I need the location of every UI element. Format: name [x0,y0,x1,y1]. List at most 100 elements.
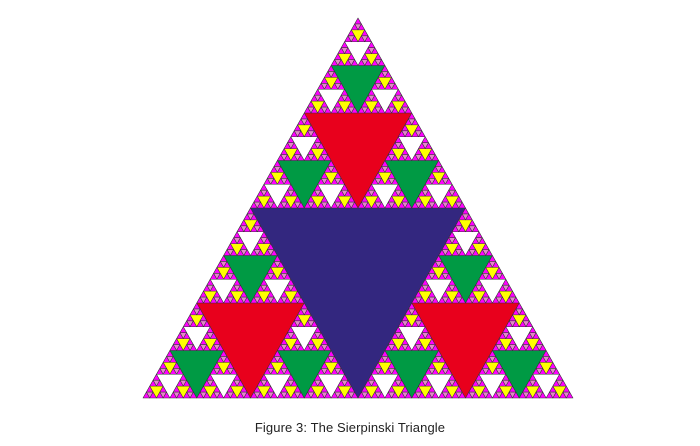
level-6-inverted-triangle [347,391,355,399]
level-6-inverted-triangle [293,296,302,304]
level-6-inverted-triangle [421,189,429,197]
level-6-inverted-triangle [367,47,376,54]
level-6-inverted-triangle [293,154,302,161]
level-6-inverted-triangle [280,368,288,375]
level-6-inverted-triangle [367,94,376,102]
level-6-inverted-triangle [481,391,490,399]
level-6-inverted-triangle [381,71,389,78]
level-6-inverted-triangle [320,344,329,351]
level-6-inverted-triangle [253,225,261,233]
level-6-inverted-triangle [367,379,376,387]
level-6-inverted-triangle [293,391,302,399]
level-6-inverted-triangle [172,344,181,351]
level-6-inverted-triangle [428,344,436,351]
level-6-inverted-triangle [287,189,295,197]
level-6-inverted-triangle [233,284,241,292]
level-6-inverted-triangle [226,273,234,280]
level-6-inverted-triangle [273,356,282,363]
level-6-inverted-triangle [280,391,288,399]
level-6-inverted-triangle [240,296,248,304]
level-6-inverted-triangle [199,320,208,328]
level-6-inverted-triangle [522,344,530,351]
level-6-inverted-triangle [488,356,497,363]
level-6-inverted-triangle [421,142,429,149]
level-6-inverted-triangle [340,94,349,102]
level-6-inverted-triangle [401,344,409,351]
level-6-inverted-triangle [340,189,349,197]
level-6-inverted-triangle [193,308,201,316]
level-6-inverted-triangle [475,237,483,244]
level-6-inverted-triangle [280,344,288,351]
level-6-inverted-triangle [327,356,335,363]
level-6-inverted-triangle [508,391,517,399]
level-6-inverted-triangle [199,344,208,351]
level-6-inverted-triangle [394,94,402,102]
level-6-inverted-triangle [266,391,275,399]
level-6-inverted-triangle [515,308,523,316]
level-6-inverted-triangle [159,391,167,399]
level-6-inverted-triangle [213,344,221,351]
level-6-inverted-triangle [307,391,315,399]
level-6-inverted-triangle [240,225,248,233]
level-6-inverted-triangle [394,142,402,149]
level-6-inverted-triangle [448,284,456,292]
level-6-inverted-triangle [307,106,315,114]
level-6-inverted-triangle [354,23,362,31]
level-6-inverted-triangle [414,130,423,138]
level-6-inverted-triangle [300,308,308,316]
level-6-inverted-triangle [307,154,315,161]
level-6-inverted-triangle [213,296,221,304]
level-6-inverted-triangle [213,273,221,280]
level-6-inverted-triangle [273,261,282,268]
level-6-inverted-triangle [475,379,483,387]
level-6-inverted-triangle [508,344,517,351]
level-6-inverted-triangle [320,83,329,90]
level-6-inverted-triangle [314,94,322,102]
level-6-inverted-triangle [502,332,510,339]
level-6-inverted-triangle [374,59,382,66]
level-6-inverted-triangle [361,106,369,114]
level-6-inverted-triangle [441,296,450,304]
level-6-inverted-triangle [441,201,450,209]
level-6-inverted-triangle [374,368,382,375]
level-6-inverted-triangle [226,368,234,375]
level-6-inverted-triangle [206,379,214,387]
level-6-inverted-triangle [387,106,396,114]
level-6-inverted-triangle [159,368,167,375]
level-6-inverted-triangle [287,142,295,149]
level-6-inverted-triangle [260,237,268,244]
level-6-inverted-triangle [334,83,342,90]
level-6-inverted-triangle [421,379,429,387]
level-6-inverted-triangle [495,391,503,399]
level-6-inverted-triangle [394,189,402,197]
sierpinski-triangle [142,17,574,399]
level-6-inverted-triangle [381,356,389,363]
level-6-inverted-triangle [414,296,423,304]
level-6-inverted-triangle [293,344,302,351]
level-6-inverted-triangle [508,320,517,328]
level-6-inverted-triangle [280,154,288,161]
level-6-inverted-triangle [421,332,429,339]
level-6-inverted-triangle [387,178,396,185]
level-6-inverted-triangle [166,356,174,363]
level-6-inverted-triangle [441,391,450,399]
level-6-inverted-triangle [455,225,463,233]
level-6-inverted-triangle [327,71,335,78]
level-6-inverted-triangle [199,296,208,304]
level-6-inverted-triangle [233,379,241,387]
level-6-inverted-triangle [152,379,161,387]
level-6-inverted-triangle [481,368,490,375]
level-6-inverted-triangle [428,178,436,185]
level-6-inverted-triangle [455,391,463,399]
level-6-inverted-triangle [334,106,342,114]
level-6-inverted-triangle [347,201,355,209]
level-6-inverted-triangle [408,308,416,316]
level-6-inverted-triangle [468,391,476,399]
level-6-inverted-triangle [448,379,456,387]
level-6-inverted-triangle [334,201,342,209]
level-6-inverted-triangle [314,142,322,149]
level-6-inverted-triangle [240,249,248,256]
level-6-inverted-triangle [468,225,476,233]
level-6-inverted-triangle [434,261,443,268]
